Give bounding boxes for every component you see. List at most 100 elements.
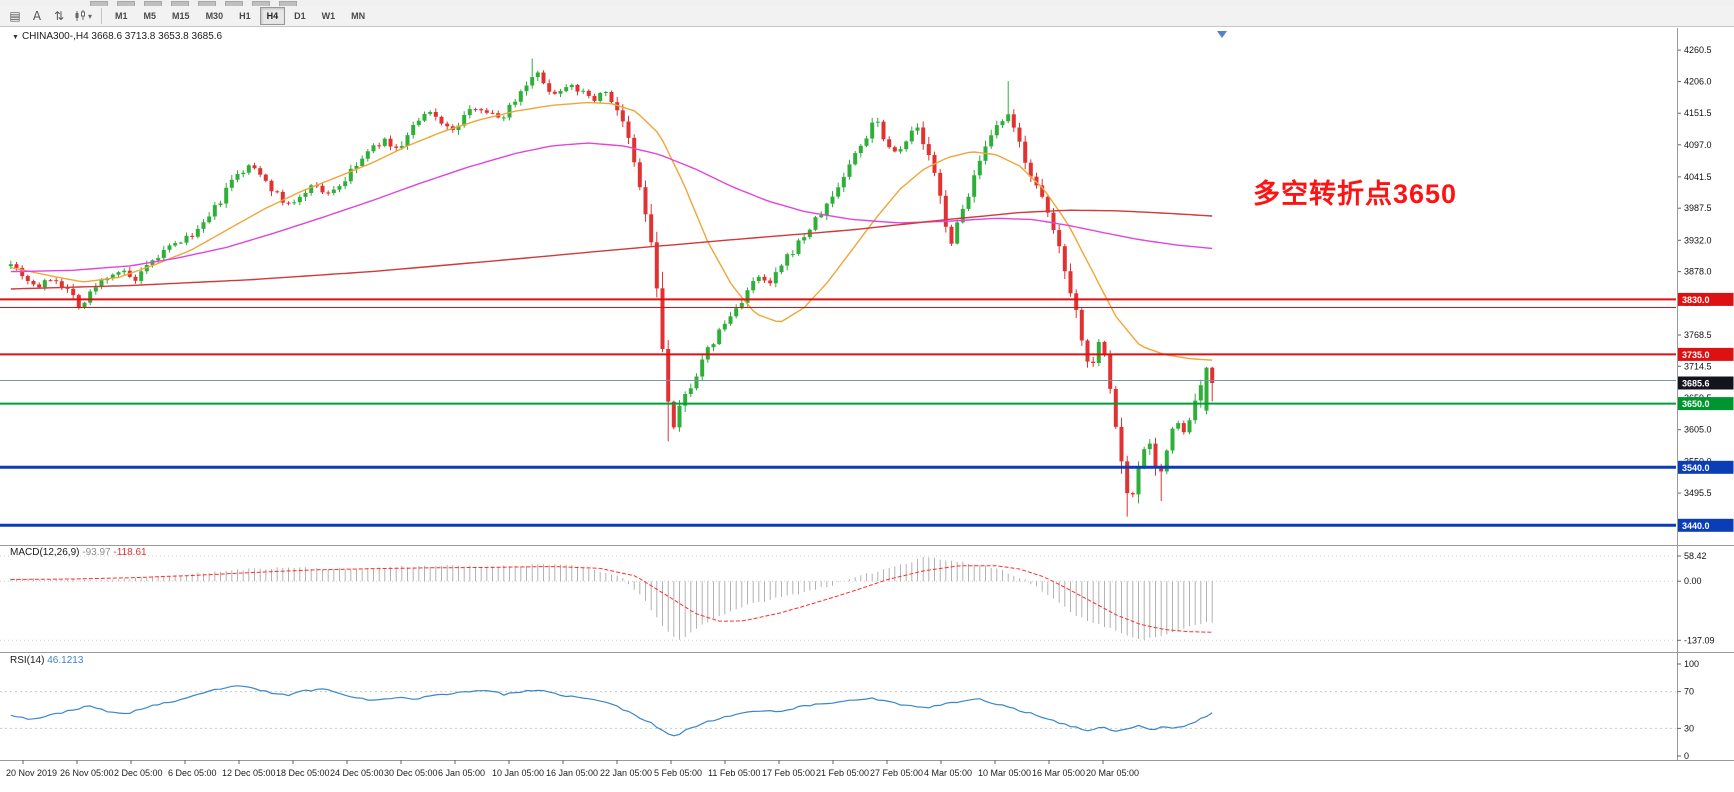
macd-axis-label: -137.09	[1684, 635, 1715, 645]
partial-toolbar-icon	[90, 1, 108, 6]
menu-grid-icon[interactable]: ▤	[5, 7, 25, 25]
macd-axis-label: 58.42	[1684, 551, 1707, 561]
time-label: 20 Nov 2019	[6, 768, 57, 778]
timeframe-d1-button[interactable]: D1	[287, 7, 313, 25]
price-badge: 3830.0	[1677, 292, 1734, 306]
svg-text:3440.0: 3440.0	[1682, 521, 1710, 531]
price-tick-label: 3987.5	[1684, 203, 1712, 213]
svg-text:3830.0: 3830.0	[1682, 295, 1710, 305]
timeframe-m30-button[interactable]: M30	[199, 7, 231, 25]
time-label: 6 Dec 05:00	[168, 768, 217, 778]
price-badge: 3685.6	[1677, 376, 1734, 390]
timeframe-w1-button[interactable]: W1	[315, 7, 343, 25]
price-tick-label: 4041.5	[1684, 172, 1712, 182]
price-tick-label: 3878.0	[1684, 267, 1712, 277]
ma-fast-orange	[10, 101, 1213, 361]
shift-marker-icon[interactable]	[1217, 31, 1227, 38]
price-badge: 3735.0	[1677, 347, 1734, 361]
ma-medium-magenta	[10, 142, 1213, 273]
partial-toolbar-icon	[171, 1, 189, 6]
partial-toolbar-icon	[117, 1, 135, 6]
cycle-arrows-glyph: ⇅	[53, 9, 65, 23]
timeframe-m5-button[interactable]: M5	[137, 7, 164, 25]
timeframe-m1-button[interactable]: M1	[108, 7, 135, 25]
collapse-caret-icon: ▼	[12, 34, 19, 41]
price-tick-label: 4097.0	[1684, 140, 1712, 150]
timeframe-h4-button[interactable]: H4	[259, 7, 286, 25]
partial-toolbar-icon	[144, 1, 162, 6]
price-badge: 3650.0	[1677, 397, 1734, 411]
price-tick-label: 3605.0	[1684, 425, 1712, 435]
cycle-arrows-button[interactable]: ⇅	[49, 7, 69, 25]
price-badge: 3540.0	[1677, 460, 1734, 474]
rsi-axis-label: 70	[1684, 687, 1694, 697]
partial-toolbar-icon	[225, 1, 243, 6]
partial-toolbar-icon	[279, 1, 297, 6]
svg-text:3650.0: 3650.0	[1682, 399, 1710, 409]
time-label: 18 Dec 05:00	[276, 768, 330, 778]
price-tick-label: 4151.5	[1684, 108, 1712, 118]
time-label: 24 Dec 05:00	[330, 768, 384, 778]
letter-a-glyph: A	[32, 9, 42, 23]
svg-text:3685.6: 3685.6	[1682, 379, 1710, 389]
rsi-axis-label: 30	[1684, 723, 1694, 733]
rsi-axis-label: 0	[1684, 751, 1689, 761]
macd-histogram	[10, 557, 1213, 640]
chart-toolbar: ▤ A ⇅ ▾ M1 M5 M15 M30 H1 H4 D1 W1 MN	[0, 6, 1734, 27]
rsi-line	[10, 685, 1213, 737]
price-tick-label: 4206.0	[1684, 77, 1712, 87]
price-tick-label: 3714.5	[1684, 361, 1712, 371]
time-label: 10 Jan 05:00	[492, 768, 544, 778]
partial-toolbar-icon	[198, 1, 216, 6]
candlestick-chart-button[interactable]: ▾	[71, 7, 95, 25]
macd-label: MACD(12,26,9)	[10, 547, 80, 558]
time-label: 2 Dec 05:00	[114, 768, 163, 778]
rsi-axis-label: 100	[1684, 659, 1699, 669]
price-annotation[interactable]: 多空转折点3650	[1253, 179, 1458, 209]
chart-symbol-ohlc: ▼ CHINA300-,H4 3668.6 3713.8 3653.8 3685.…	[12, 31, 222, 42]
svg-text:3735.0: 3735.0	[1682, 350, 1710, 360]
time-label: 11 Feb 05:00	[708, 768, 760, 778]
time-label: 26 Nov 05:00	[60, 768, 114, 778]
price-badge: 3440.0	[1677, 518, 1734, 532]
candlestick-chart-icon	[75, 10, 85, 21]
time-label: 4 Mar 05:00	[924, 768, 972, 778]
time-label: 16 Mar 05:00	[1032, 768, 1085, 778]
time-label: 27 Feb 05:00	[870, 768, 923, 778]
timeframe-mn-button[interactable]: MN	[344, 7, 372, 25]
time-label: 5 Feb 05:00	[654, 768, 702, 778]
macd-axis-label: 0.00	[1684, 576, 1702, 586]
rsi-header: RSI(14) 46.1213	[10, 655, 83, 666]
price-tick-label: 4260.5	[1684, 45, 1712, 55]
macd-signal-value: -118.61	[113, 547, 147, 558]
time-label: 16 Jan 05:00	[546, 768, 598, 778]
ohlc-values: 3668.6 3713.8 3653.8 3685.6	[91, 31, 223, 42]
symbol-label: CHINA300-,H4	[21, 31, 89, 42]
time-label: 21 Feb 05:00	[816, 768, 869, 778]
timeframe-h1-button[interactable]: H1	[232, 7, 258, 25]
rsi-value: 46.1213	[47, 655, 84, 666]
toolbar-top-partial	[0, 0, 1734, 6]
menu-grid-glyph: ▤	[9, 9, 21, 23]
macd-signal-line	[10, 565, 1213, 633]
time-label: 12 Dec 05:00	[222, 768, 276, 778]
time-label: 10 Mar 05:00	[978, 768, 1031, 778]
ma-slow-red	[10, 209, 1213, 290]
svg-text:3540.0: 3540.0	[1682, 463, 1710, 473]
time-label: 20 Mar 05:00	[1086, 768, 1139, 778]
rsi-label: RSI(14)	[10, 655, 45, 666]
price-tick-label: 3768.5	[1684, 330, 1712, 340]
macd-header: MACD(12,26,9) -93.97 -118.61	[10, 547, 147, 558]
time-label: 17 Feb 05:00	[762, 768, 815, 778]
time-label: 30 Dec 05:00	[384, 768, 438, 778]
macd-main-value: -93.97	[82, 547, 111, 558]
candles-layer	[8, 58, 1215, 517]
timeframe-m15-button[interactable]: M15	[165, 7, 197, 25]
time-label: 6 Jan 05:00	[438, 768, 485, 778]
toolbar-separator	[101, 8, 103, 24]
annotate-letter-button[interactable]: A	[27, 7, 47, 25]
time-label: 22 Jan 05:00	[600, 768, 652, 778]
partial-toolbar-icon	[252, 1, 270, 6]
